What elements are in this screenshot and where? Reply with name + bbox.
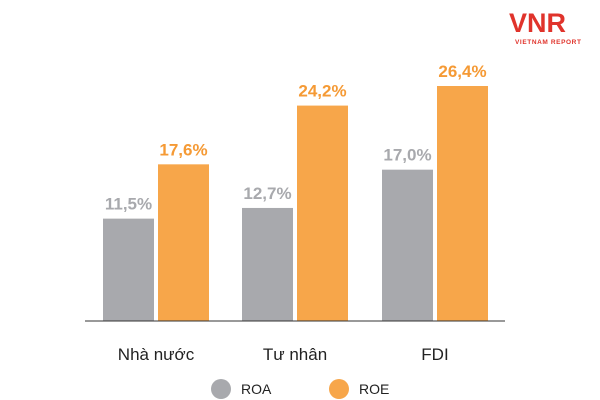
legend-swatch-roe <box>329 379 349 399</box>
data-label-roe-3: 26,4% <box>438 62 486 81</box>
bar-roe-2 <box>297 105 348 321</box>
data-label-roa-3: 17,0% <box>383 146 431 165</box>
legend-label-roe: ROE <box>359 381 389 397</box>
logo-mark: VNR <box>509 8 566 38</box>
legend-label-roa: ROA <box>241 381 272 397</box>
data-label-roa-2: 12,7% <box>243 184 291 203</box>
bar-roa-2 <box>242 207 293 321</box>
bar-roa-1 <box>103 218 154 321</box>
bar-roe-3 <box>437 86 488 321</box>
bar-roe-1 <box>158 164 209 321</box>
bar-roa-3 <box>382 169 433 321</box>
category-label-1: Nhà nước <box>118 345 195 364</box>
data-label-roa-1: 11,5% <box>105 195 152 214</box>
data-label-roe-2: 24,2% <box>298 82 346 101</box>
category-label-2: Tư nhân <box>263 345 327 364</box>
data-label-roe-1: 17,6% <box>159 140 207 159</box>
logo-subtitle: VIETNAM REPORT <box>515 39 582 46</box>
vietnam-report-logo: VNR VIETNAM REPORT <box>505 2 595 48</box>
legend-swatch-roa <box>211 379 231 399</box>
category-label-3: FDI <box>421 345 448 364</box>
